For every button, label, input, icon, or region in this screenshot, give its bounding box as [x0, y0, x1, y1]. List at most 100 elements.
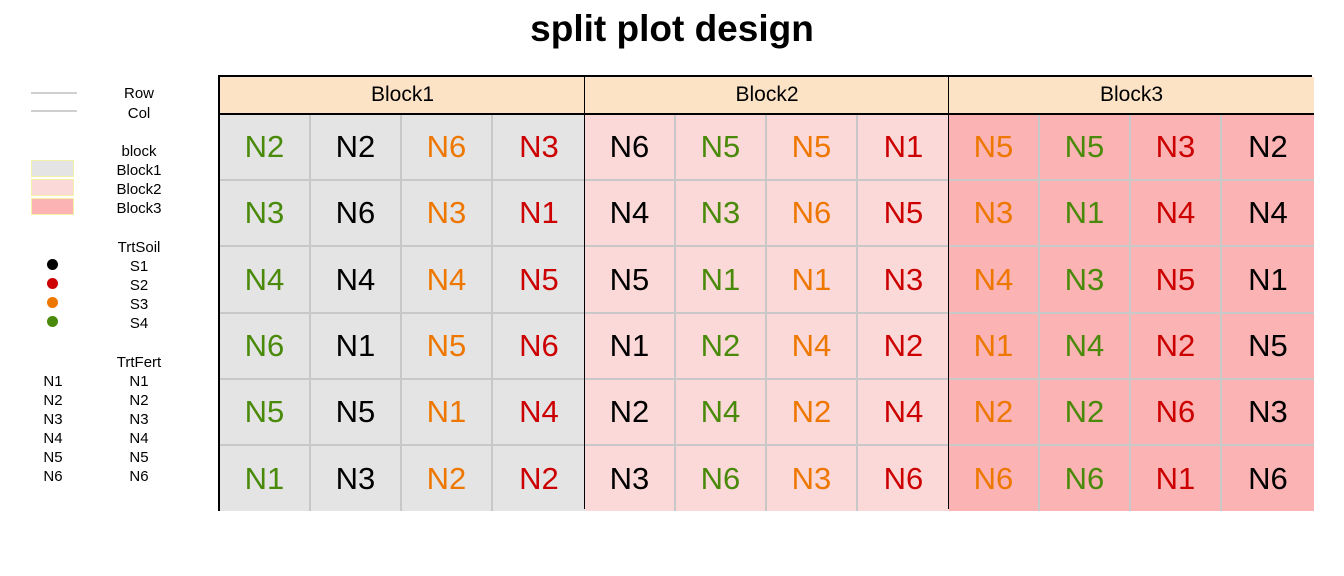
- plot-cell: N1: [585, 314, 676, 380]
- legend-soil-heading: TrtSoil: [117, 239, 161, 256]
- fert-n4-symbol: N4: [43, 430, 63, 447]
- legend-soil-s2-label: S2: [129, 277, 149, 294]
- plot-cell: N4: [1040, 314, 1131, 380]
- plot-cell: N6: [1222, 446, 1314, 511]
- plot-cell: N3: [311, 446, 402, 511]
- legend-fert-heading: TrtFert: [116, 354, 162, 371]
- plot-cell: N3: [220, 181, 311, 247]
- plot-cell: N4: [858, 380, 949, 446]
- plot-cell: N4: [493, 380, 585, 446]
- block3-swatch: [31, 198, 74, 215]
- field-layout: Block1 N2 N2 N6 N3 N3 N6 N3 N1 N4 N4 N4 N5 N6 N1 N5 N6 N5…: [218, 75, 1314, 511]
- plot-cell: N6: [493, 314, 585, 380]
- legend-fert-n3-label: N3: [129, 411, 149, 428]
- legend-block1-label: Block1: [116, 162, 162, 179]
- plot-cell: N3: [858, 247, 949, 314]
- plot-cell: N3: [402, 181, 493, 247]
- block-header-1: Block1: [220, 77, 585, 115]
- plot-cell: N3: [585, 446, 676, 511]
- legend-fert-n2-label: N2: [129, 392, 149, 409]
- soil-s4-dot-icon: [47, 316, 58, 327]
- plot-cell: N1: [767, 247, 858, 314]
- row-line-swatch: [31, 92, 77, 94]
- fert-n1-symbol: N1: [43, 373, 63, 390]
- plot-cell: N5: [676, 115, 767, 181]
- plot-cell: N5: [493, 247, 585, 314]
- block1-swatch: [31, 160, 74, 177]
- block-header-2: Block2: [585, 77, 949, 115]
- plot-cell: N1: [949, 314, 1040, 380]
- plot-cell: N5: [858, 181, 949, 247]
- legend-soil-s3-label: S3: [129, 296, 149, 313]
- soil-s2-dot-icon: [47, 278, 58, 289]
- plot-cell: N5: [585, 247, 676, 314]
- plot-cell: N4: [767, 314, 858, 380]
- plot-cell: N1: [402, 380, 493, 446]
- plot-cell: N2: [493, 446, 585, 511]
- plot-cell: N1: [1131, 446, 1222, 511]
- plot-cell: N2: [402, 446, 493, 511]
- plot-cell: N2: [585, 380, 676, 446]
- plot-cell: N2: [220, 115, 311, 181]
- plot-cell: N6: [767, 181, 858, 247]
- plot-cell: N6: [1040, 446, 1131, 511]
- legend: Row Col block Block1 Block2 Block3 TrtSo…: [0, 0, 210, 576]
- plot-cell: N4: [585, 181, 676, 247]
- plot-cell: N1: [1040, 181, 1131, 247]
- plot-cell: N6: [585, 115, 676, 181]
- legend-fert-n1-label: N1: [129, 373, 149, 390]
- plot-cell: N6: [311, 181, 402, 247]
- plot-cell: N5: [1040, 115, 1131, 181]
- plot-cell: N5: [949, 115, 1040, 181]
- plot-cell: N3: [493, 115, 585, 181]
- soil-s3-dot-icon: [47, 297, 58, 308]
- plot-cell: N5: [1222, 314, 1314, 380]
- plot-cell: N6: [949, 446, 1040, 511]
- plot-cell: N5: [402, 314, 493, 380]
- plot-cell: N6: [402, 115, 493, 181]
- plot-cell: N4: [1131, 181, 1222, 247]
- legend-soil-s4-label: S4: [129, 315, 149, 332]
- fert-n3-symbol: N3: [43, 411, 63, 428]
- plot-cell: N6: [1131, 380, 1222, 446]
- plot-cell: N3: [949, 181, 1040, 247]
- block-header-3: Block3: [949, 77, 1314, 115]
- plot-cell: N5: [220, 380, 311, 446]
- plot-cell: N2: [1040, 380, 1131, 446]
- plot-cell: N2: [1222, 115, 1314, 181]
- plot-cell: N2: [311, 115, 402, 181]
- plot-cell: N1: [858, 115, 949, 181]
- plot-cell: N1: [311, 314, 402, 380]
- legend-block-heading: block: [121, 143, 157, 160]
- fert-n5-symbol: N5: [43, 449, 63, 466]
- fert-n6-symbol: N6: [43, 468, 63, 485]
- plot-cell: N1: [1222, 247, 1314, 314]
- plot-cell: N3: [1131, 115, 1222, 181]
- block2-swatch: [31, 179, 74, 196]
- plot-cell: N1: [493, 181, 585, 247]
- col-line-swatch: [31, 110, 77, 112]
- legend-col-label: Col: [127, 105, 151, 122]
- chart-title: split plot design: [530, 8, 814, 49]
- plot-cell: N3: [1040, 247, 1131, 314]
- plot-cell: N3: [767, 446, 858, 511]
- soil-s1-dot-icon: [47, 259, 58, 270]
- legend-fert-n5-label: N5: [129, 449, 149, 466]
- plot-cell: N6: [858, 446, 949, 511]
- plot-cell: N2: [676, 314, 767, 380]
- plot-cell: N4: [220, 247, 311, 314]
- plot-cell: N4: [1222, 181, 1314, 247]
- legend-block2-label: Block2: [116, 181, 162, 198]
- plot-cell: N6: [220, 314, 311, 380]
- plot-cell: N4: [949, 247, 1040, 314]
- plot-cell: N2: [858, 314, 949, 380]
- plot-cell: N2: [949, 380, 1040, 446]
- plot-cell: N4: [676, 380, 767, 446]
- plot-cell: N1: [220, 446, 311, 511]
- plot-cell: N5: [767, 115, 858, 181]
- plot-cell: N2: [767, 380, 858, 446]
- fert-n2-symbol: N2: [43, 392, 63, 409]
- plot-cell: N1: [676, 247, 767, 314]
- legend-soil-s1-label: S1: [129, 258, 149, 275]
- legend-row-label: Row: [123, 85, 154, 102]
